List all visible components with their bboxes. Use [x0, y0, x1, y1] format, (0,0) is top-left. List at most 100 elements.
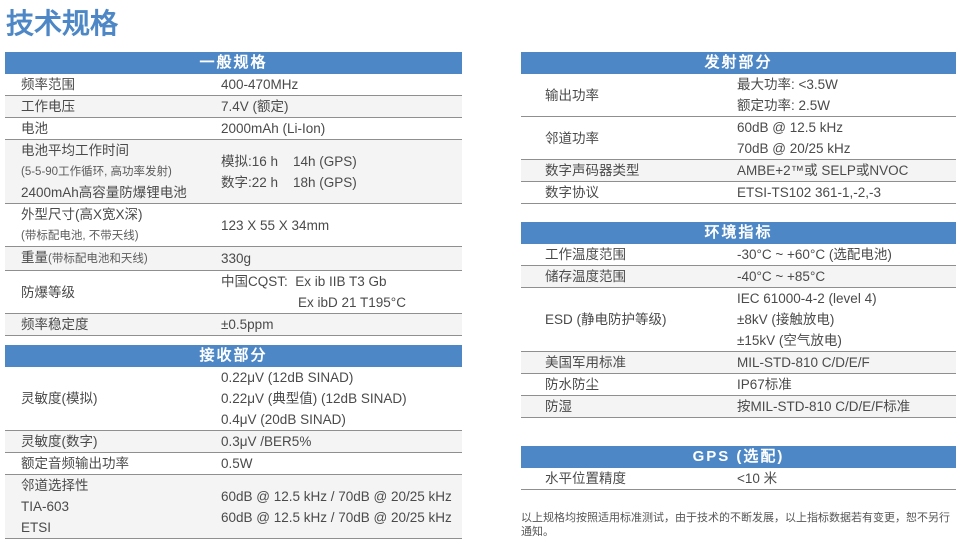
spec-value: 330g [221, 247, 462, 270]
spec-text: 60dB @ 12.5 kHz / 70dB @ 20/25 kHz [221, 509, 452, 525]
spec-value: 中国CQST: Ex ib IIB T3 Gb Ex ibD 21 T195°C [221, 271, 462, 313]
spec-row: 工作电压 7.4V (额定) [5, 96, 462, 118]
spec-text-line: ETSI [21, 517, 221, 538]
spec-text: 最大功率: <3.5W [737, 77, 838, 92]
spec-text: ETSI-TS102 361-1,-2,-3 [737, 185, 882, 200]
spec-text: <10 米 [737, 471, 778, 486]
spec-text: 额定功率: 2.5W [737, 98, 831, 113]
spec-text: 水平位置精度 [545, 471, 626, 486]
spec-text-line: 123 X 55 X 34mm [221, 215, 458, 236]
spec-text: 储存温度范围 [545, 269, 626, 284]
spec-label: 外型尺寸(高X宽X深) (带标配电池, 不带天线) [5, 204, 221, 246]
spec-value: 400-470MHz [221, 74, 462, 95]
spec-label: 频率范围 [5, 74, 221, 95]
spec-label: 水平位置精度 [521, 468, 737, 489]
spec-text: -30°C ~ +60°C (选配电池) [737, 247, 892, 262]
spec-label: 工作温度范围 [521, 244, 737, 265]
spec-value: 7.4V (额定) [221, 96, 462, 117]
spec-text-line: TIA-603 [21, 496, 221, 517]
spec-row: 数字声码器类型 AMBE+2™或 SELP或NVOC [521, 160, 956, 182]
spec-text: 邻道选择性 [21, 478, 89, 493]
spec-text-line: IP67标准 [737, 374, 952, 395]
spec-value: IEC 61000-4-2 (level 4) ±8kV (接触放电) ±15kV … [737, 288, 956, 351]
spec-text-line: 储存温度范围 [545, 266, 737, 287]
spec-label: 数字协议 [521, 182, 737, 203]
spec-text: TIA-603 [21, 499, 70, 514]
spec-text-line: 数字声码器类型 [545, 160, 737, 181]
spec-text: 0.3μV /BER5% [221, 434, 312, 449]
spec-text-line: ETSI-TS102 361-1,-2,-3 [737, 182, 952, 203]
spec-text: 按MIL-STD-810 C/D/E/F标准 [737, 399, 911, 414]
table-general: 一般规格 频率范围 400-470MHz 工作电压 7.4V (额定) 电池 2000mAh… [5, 52, 462, 336]
spec-value: 60dB @ 12.5 kHz / 70dB @ 20/25 kHz 60dB @… [221, 475, 462, 538]
spec-text-line: (带标配电池, 不带天线) [21, 225, 221, 246]
spec-text: 频率稳定度 [21, 317, 89, 332]
spec-text: 数字声码器类型 [545, 163, 640, 178]
spec-label: 美国军用标准 [521, 352, 737, 373]
spec-row: 防水防尘 IP67标准 [521, 374, 956, 396]
spec-value: AMBE+2™或 SELP或NVOC [737, 160, 956, 181]
spec-text: IP67标准 [737, 377, 792, 392]
spec-row: 重量(带标配电池和天线) 330g [5, 247, 462, 271]
table-header: 发射部分 [521, 52, 956, 74]
spec-label: ESD (静电防护等级) [521, 288, 737, 351]
table-header: 一般规格 [5, 52, 462, 74]
spec-value: <10 米 [737, 468, 956, 489]
spec-text: 灵敏度(模拟) [21, 391, 98, 406]
spec-label: 输出功率 [521, 74, 737, 116]
table-gps: GPS (选配) 水平位置精度 <10 米 [521, 446, 956, 490]
spec-text: 0.5W [221, 456, 253, 471]
spec-text-line: IEC 61000-4-2 (level 4) [737, 288, 952, 309]
spec-label: 防湿 [521, 396, 737, 417]
spec-row: 外型尺寸(高X宽X深) (带标配电池, 不带天线) 123 X 55 X 34mm [5, 204, 462, 247]
spec-text-line: 2000mAh (Li-Ion) [221, 118, 458, 139]
spec-value: -30°C ~ +60°C (选配电池) [737, 244, 956, 265]
spec-text: 模拟:16 h 14h (GPS) [221, 153, 357, 169]
spec-text: ESD (静电防护等级) [545, 312, 667, 327]
spec-text: -40°C ~ +85°C [737, 269, 826, 284]
page-title: 技术规格 [6, 8, 119, 39]
spec-text: 电池 [21, 121, 48, 136]
spec-text-line: 最大功率: <3.5W [737, 74, 952, 95]
spec-text: 7.4V (额定) [221, 99, 289, 114]
spec-text-line: -30°C ~ +60°C (选配电池) [737, 244, 952, 265]
spec-subnote: (带标配电池, 不带天线) [21, 230, 139, 242]
table-transmitter: 发射部分 输出功率 最大功率: <3.5W 额定功率: 2.5W 邻道功率 60dB @ … [521, 52, 956, 204]
spec-row: 防爆等级 中国CQST: Ex ib IIB T3 Gb Ex ibD 21 T19… [5, 271, 462, 314]
spec-text: ±15kV (空气放电) [737, 333, 842, 348]
spec-text-line: 0.22μV (典型值) (12dB SINAD) [221, 388, 458, 409]
spec-text-line: MIL-STD-810 C/D/E/F [737, 352, 952, 373]
spec-text-line: ESD (静电防护等级) [545, 309, 737, 330]
spec-text: IEC 61000-4-2 (level 4) [737, 291, 877, 306]
spec-text: 0.4μV (20dB SINAD) [221, 412, 346, 427]
spec-text-line: 0.22μV (12dB SINAD) [221, 367, 458, 388]
spec-text-line: 60dB @ 12.5 kHz / 70dB @ 20/25 kHz [221, 486, 458, 507]
table-header: GPS (选配) [521, 446, 956, 468]
spec-text-line: 数字:22 h 18h (GPS) [221, 172, 458, 193]
left-column: 一般规格 频率范围 400-470MHz 工作电压 7.4V (额定) 电池 2000mAh… [5, 0, 462, 544]
spec-text-line: 工作温度范围 [545, 244, 737, 265]
spec-text: MIL-STD-810 C/D/E/F [737, 355, 870, 370]
spec-text-line: 频率范围 [21, 74, 221, 95]
spec-text-line: ±0.5ppm [221, 314, 458, 335]
spec-label: 储存温度范围 [521, 266, 737, 287]
spec-text-line: 0.3μV /BER5% [221, 431, 458, 452]
spec-text: 2000mAh (Li-Ion) [221, 121, 326, 136]
spec-value: -40°C ~ +85°C [737, 266, 956, 287]
spec-text-line: (5-5-90工作循环, 高功率发射) [21, 161, 221, 182]
spec-value: MIL-STD-810 C/D/E/F [737, 352, 956, 373]
spec-text: 330g [221, 251, 252, 266]
spec-row: 美国军用标准 MIL-STD-810 C/D/E/F [521, 352, 956, 374]
spec-text: 灵敏度(数字) [21, 434, 98, 449]
spec-value: 0.5W [221, 453, 462, 474]
spec-text: 重量 [21, 250, 48, 265]
spec-text: Ex ibD 21 T195°C [298, 295, 406, 310]
spec-text-line: 防水防尘 [545, 374, 737, 395]
spec-text-line: 额定音频输出功率 [21, 453, 221, 474]
spec-row: 电池 2000mAh (Li-Ion) [5, 118, 462, 140]
spec-row: 储存温度范围 -40°C ~ +85°C [521, 266, 956, 288]
spec-row: 频率稳定度 ±0.5ppm [5, 314, 462, 336]
spec-value: 模拟:16 h 14h (GPS) 数字:22 h 18h (GPS) [221, 140, 462, 203]
spec-label: 数字声码器类型 [521, 160, 737, 181]
